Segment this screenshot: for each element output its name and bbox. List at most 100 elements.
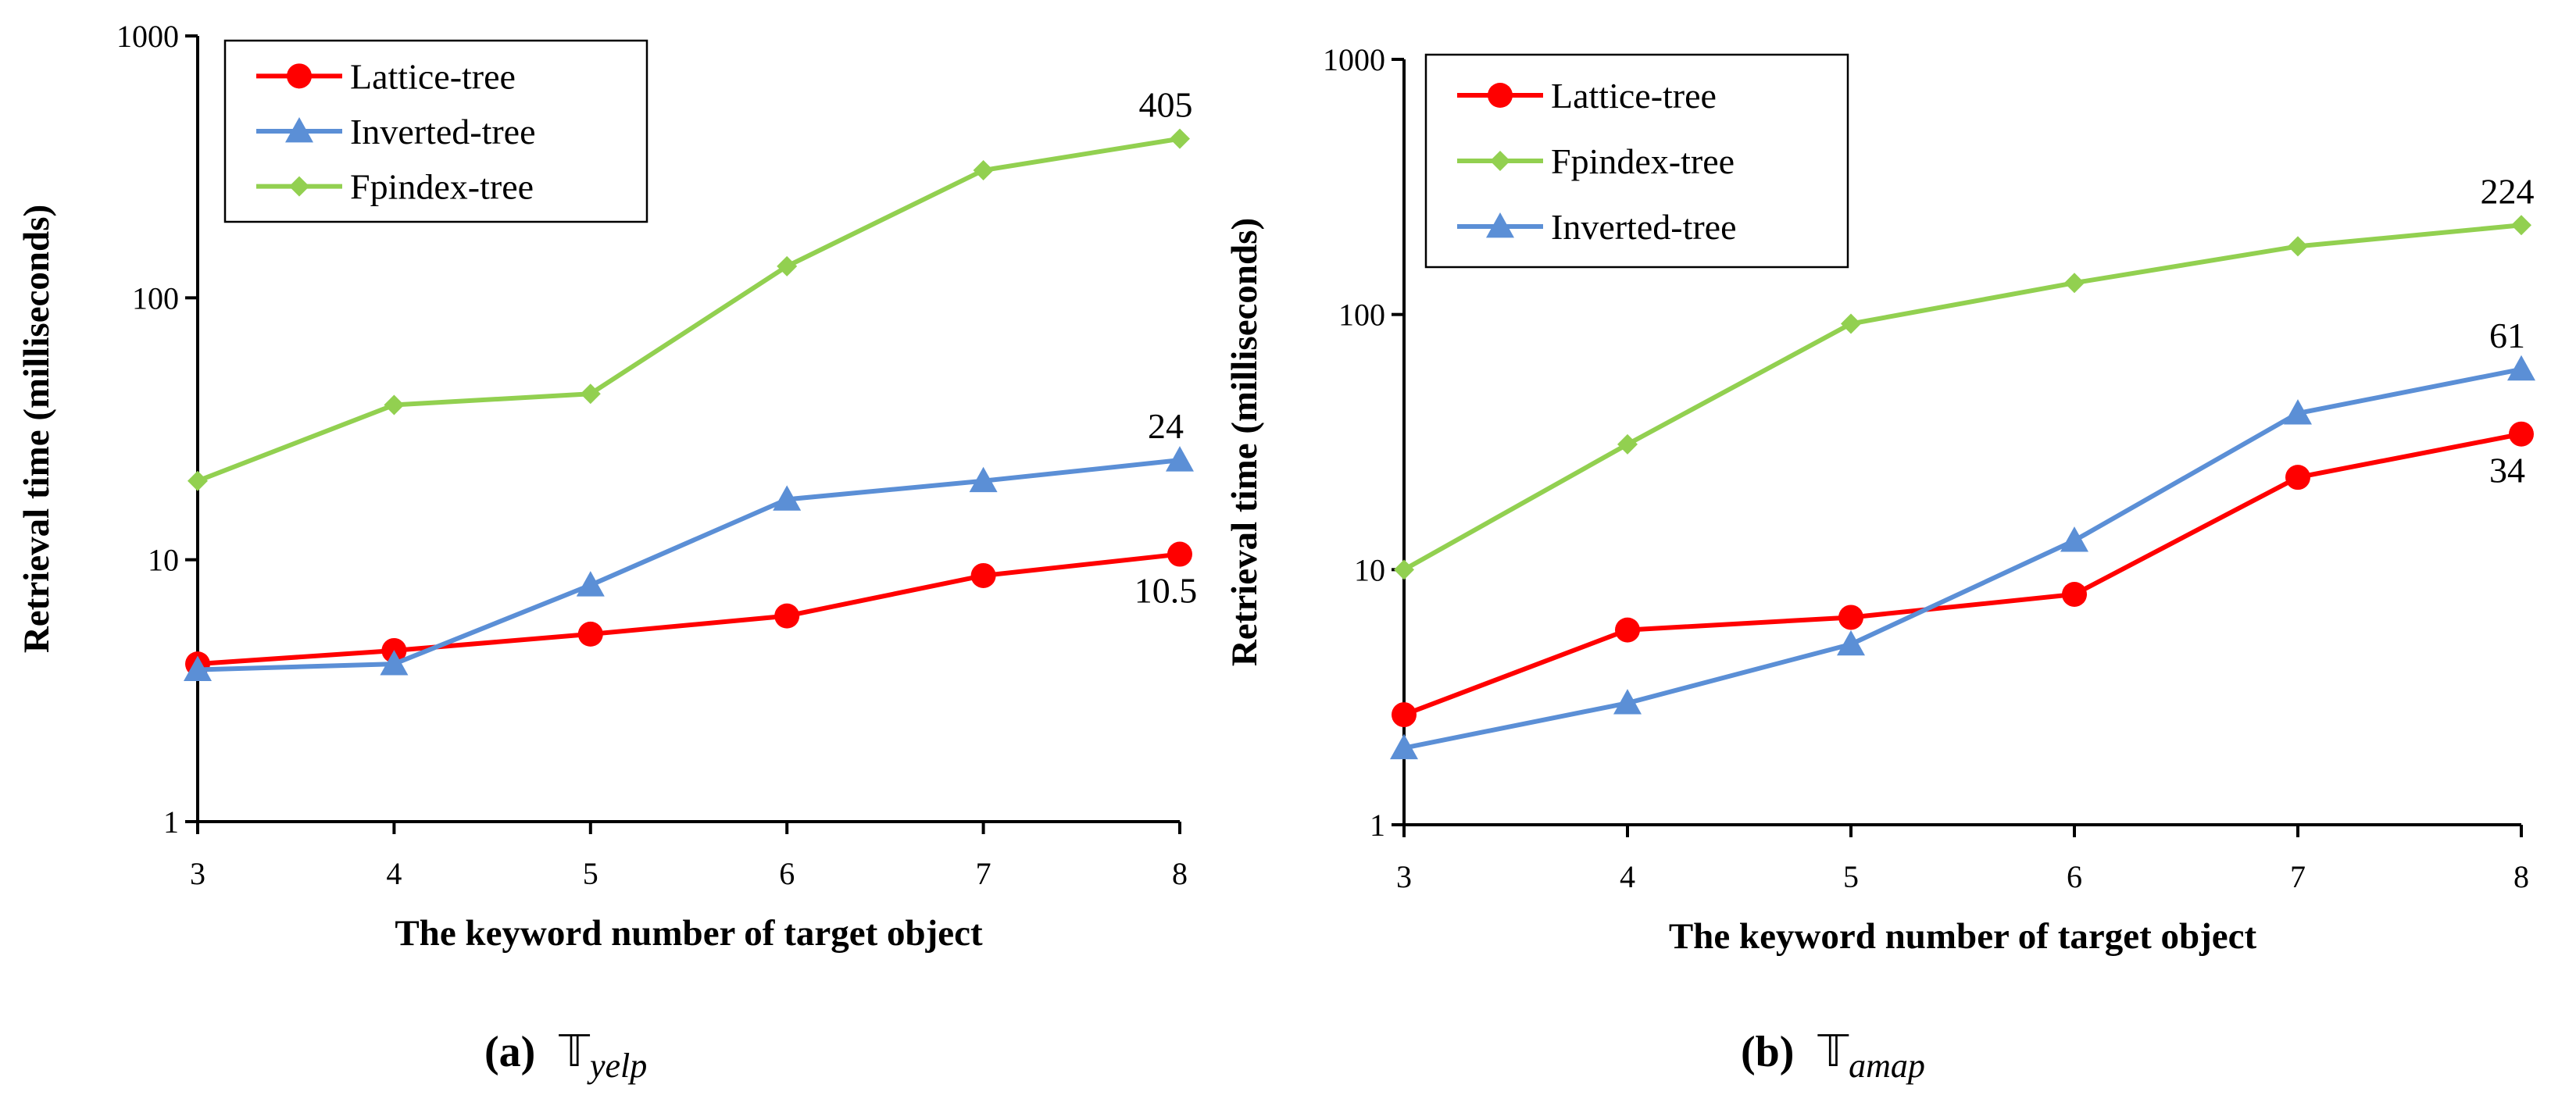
series-inverted-tree xyxy=(1390,355,2535,760)
data-point xyxy=(1837,630,1865,656)
series-line xyxy=(1403,366,2522,751)
data-point xyxy=(1392,702,1417,728)
data-label: 224 xyxy=(2481,171,2535,211)
data-point xyxy=(2507,355,2535,381)
data-point xyxy=(384,394,405,416)
data-point xyxy=(2285,465,2310,490)
y-tick-label: 1000 xyxy=(1323,42,1385,77)
data-point xyxy=(773,485,802,511)
caption-symbol: 𝕋 xyxy=(1817,1028,1849,1076)
series-line xyxy=(1402,223,2522,572)
series-line xyxy=(1402,431,2522,717)
y-tick-label: 1 xyxy=(163,804,179,840)
data-point xyxy=(576,571,605,597)
legend-marker xyxy=(289,176,309,197)
legend-label: Fpindex-tree xyxy=(350,167,534,207)
data-point xyxy=(1615,617,1640,643)
caption-label: (a) xyxy=(484,1028,535,1076)
data-label: 10.5 xyxy=(1134,571,1198,611)
y-axis-label: Retrieval time (milliseconds) xyxy=(1224,218,1265,666)
data-label: 61 xyxy=(2489,316,2525,355)
legend-label: Lattice-tree xyxy=(350,56,516,96)
legend-marker xyxy=(1486,212,1514,238)
data-point xyxy=(2064,273,2085,294)
y-tick-label: 10 xyxy=(148,543,179,578)
data-point xyxy=(774,603,800,629)
y-tick-label: 100 xyxy=(132,280,179,316)
legend-marker xyxy=(1488,83,1513,108)
series-fpindex-tree xyxy=(1394,215,2531,580)
data-label: 405 xyxy=(1139,85,1193,125)
legend-label: Fpindex-tree xyxy=(1551,141,1735,181)
x-tick-label: 8 xyxy=(1172,856,1188,891)
x-tick-label: 8 xyxy=(2513,859,2529,894)
data-point xyxy=(2509,421,2534,447)
legend-marker xyxy=(1490,151,1510,171)
data-point xyxy=(184,655,212,681)
data-point xyxy=(1390,733,1418,760)
data-label: 24 xyxy=(1148,406,1184,446)
data-point xyxy=(1166,446,1194,472)
y-axis-label: Retrieval time (milliseconds) xyxy=(16,205,57,653)
data-point xyxy=(969,466,998,493)
data-point xyxy=(2284,399,2312,425)
series-inverted-tree xyxy=(184,446,1194,681)
y-tick-label: 10 xyxy=(1354,552,1385,587)
subfigure-caption: (a) 𝕋yelp xyxy=(484,1028,647,1085)
data-point xyxy=(1617,433,1638,455)
data-point xyxy=(1167,541,1192,567)
x-tick-label: 6 xyxy=(2067,859,2082,894)
data-point xyxy=(1394,559,1414,580)
data-label: 34 xyxy=(2489,451,2525,490)
caption-subscript: yelp xyxy=(587,1047,647,1085)
x-tick-label: 7 xyxy=(2290,859,2306,894)
legend: Lattice-tree Fpindex-tree Inverted-tree xyxy=(1424,53,1849,269)
data-point xyxy=(1170,128,1190,149)
data-point xyxy=(2288,236,2308,257)
data-point xyxy=(380,650,409,676)
data-point xyxy=(580,383,601,405)
x-tick-label: 3 xyxy=(190,856,205,891)
x-tick-label: 4 xyxy=(386,856,402,891)
x-tick-label: 5 xyxy=(1843,859,1859,894)
subfigure-caption: (b) 𝕋amap xyxy=(1741,1028,1925,1085)
series-lattice-tree xyxy=(1392,421,2534,728)
legend-label: Inverted-tree xyxy=(1551,207,1737,247)
caption-label: (b) xyxy=(1741,1028,1794,1076)
series-fpindex-tree xyxy=(188,128,1190,491)
series-line xyxy=(197,458,1181,672)
legend: Lattice-tree Inverted-tree Fpindex-tree xyxy=(223,39,648,223)
data-point xyxy=(1841,313,1861,334)
chart-yelp: 1 10 100 1000 3 4 5 6 7 8 The keyword number of ta… xyxy=(16,19,1197,1085)
data-point xyxy=(188,470,208,491)
series-line xyxy=(196,136,1181,483)
x-tick-label: 3 xyxy=(1396,859,1412,894)
y-tick-label: 1 xyxy=(1370,808,1385,843)
x-axis-label: The keyword number of target object xyxy=(395,913,983,954)
x-tick-label: 7 xyxy=(976,856,991,891)
data-point xyxy=(1613,689,1642,715)
data-point xyxy=(2060,526,2088,552)
x-tick-label: 4 xyxy=(1620,859,1635,894)
legend-label: Inverted-tree xyxy=(350,112,536,152)
data-point xyxy=(777,255,798,276)
x-tick-label: 6 xyxy=(779,856,795,891)
y-tick-label: 1000 xyxy=(116,19,179,54)
caption-subscript: amap xyxy=(1849,1047,1925,1085)
data-point xyxy=(577,621,603,647)
data-point xyxy=(2062,581,2087,607)
series-lattice-tree xyxy=(185,541,1192,677)
data-point xyxy=(973,159,994,180)
legend-marker xyxy=(285,117,313,143)
data-point xyxy=(2511,215,2531,236)
caption-symbol: 𝕋 xyxy=(558,1028,590,1076)
x-tick-label: 5 xyxy=(583,856,598,891)
data-point xyxy=(970,562,996,588)
legend-label: Lattice-tree xyxy=(1551,76,1717,116)
y-tick-label: 100 xyxy=(1338,298,1385,333)
x-axis-label: The keyword number of target object xyxy=(1669,916,2257,957)
legend-marker xyxy=(287,63,312,89)
data-point xyxy=(1838,605,1863,630)
